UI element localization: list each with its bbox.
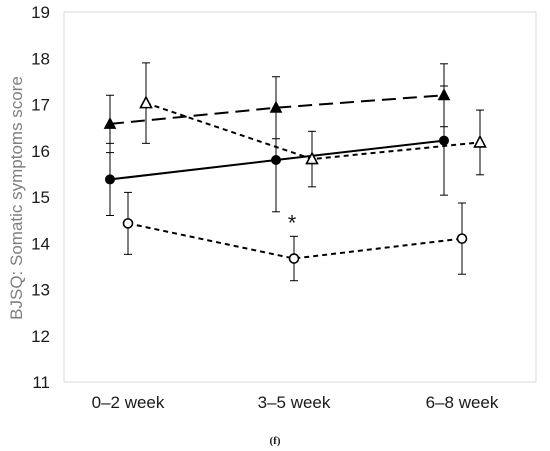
series-3 — [139, 62, 487, 188]
y-tick-label: 15 — [31, 188, 50, 207]
series-1 — [105, 85, 449, 216]
x-category-label: 0–2 week — [92, 393, 165, 412]
y-tick-label: 17 — [31, 96, 50, 115]
data-point — [122, 218, 134, 229]
y-tick-label: 19 — [31, 3, 50, 22]
data-point — [288, 253, 300, 264]
data-point — [105, 174, 115, 185]
data-point — [439, 135, 449, 146]
y-tick-label: 13 — [31, 281, 50, 300]
data-point — [103, 116, 117, 129]
data-point — [437, 88, 451, 101]
data-point — [271, 155, 281, 165]
data-point — [305, 151, 319, 165]
series-line — [109, 94, 445, 125]
data-point — [269, 100, 283, 113]
y-tick-label: 14 — [31, 234, 50, 253]
y-tick-label: 11 — [32, 373, 50, 392]
data-point — [456, 233, 468, 244]
y-tick-label: 16 — [31, 142, 50, 161]
y-axis-ticks: 11 12 13 14 15 16 17 18 19 — [31, 3, 50, 392]
x-axis-labels: 0–2 week 3–5 week 6–8 week — [92, 393, 499, 412]
y-tick-label: 12 — [31, 327, 50, 346]
series-2 — [103, 63, 451, 154]
series-layer — [103, 62, 487, 282]
annotation-layer: * — [288, 210, 297, 235]
x-category-label: 6–8 week — [426, 393, 499, 412]
data-point — [139, 95, 153, 109]
plot-area-frame — [63, 11, 537, 383]
significance-asterisk: * — [288, 210, 297, 235]
series-line — [127, 222, 463, 260]
x-category-label: 3–5 week — [258, 393, 331, 412]
data-point — [473, 134, 487, 148]
figure-caption: (f) — [270, 435, 281, 447]
series-4 — [122, 191, 468, 282]
y-tick-label: 18 — [31, 49, 50, 68]
y-axis-title: BJSQ: Somatic symptoms score — [7, 76, 26, 320]
